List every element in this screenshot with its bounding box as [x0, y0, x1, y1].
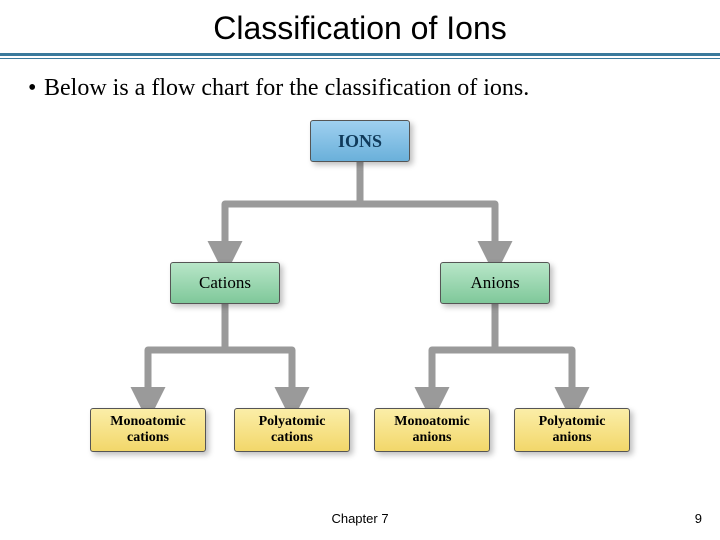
- node-man: Monoatomic anions: [374, 408, 490, 452]
- node-root: IONS: [310, 120, 410, 162]
- node-pcat: Polyatomic cations: [234, 408, 350, 452]
- node-label-an: Anions: [470, 273, 519, 293]
- page-title: Classification of Ions: [0, 10, 720, 53]
- title-area: Classification of Ions: [0, 0, 720, 59]
- node-label-pcat: Polyatomic cations: [259, 414, 326, 446]
- edge-an-man: [432, 304, 495, 408]
- node-label-cat: Cations: [199, 273, 251, 293]
- page-number: 9: [695, 511, 702, 526]
- edge-cat-mcat: [148, 304, 225, 408]
- edge-root-an: [360, 162, 495, 262]
- bullet-text: Below is a flow chart for the classifica…: [44, 75, 529, 101]
- node-mcat: Monoatomic cations: [90, 408, 206, 452]
- node-pan: Polyatomic anions: [514, 408, 630, 452]
- bullet-dot: •: [28, 75, 44, 102]
- node-an: Anions: [440, 262, 550, 304]
- bullet-line: •Below is a flow chart for the classific…: [0, 59, 720, 102]
- edge-an-pan: [495, 304, 572, 408]
- edge-cat-pcat: [225, 304, 292, 408]
- node-cat: Cations: [170, 262, 280, 304]
- footer-chapter: Chapter 7: [0, 511, 720, 526]
- node-label-mcat: Monoatomic cations: [110, 414, 185, 446]
- flowchart: IONS Cations Anions Monoatomic cations Polya…: [80, 112, 640, 472]
- title-rule-thick: [0, 53, 720, 56]
- node-label-man: Monoatomic anions: [394, 414, 469, 446]
- node-label-root: IONS: [338, 131, 382, 152]
- node-label-pan: Polyatomic anions: [539, 414, 606, 446]
- edge-root-cat: [225, 162, 360, 262]
